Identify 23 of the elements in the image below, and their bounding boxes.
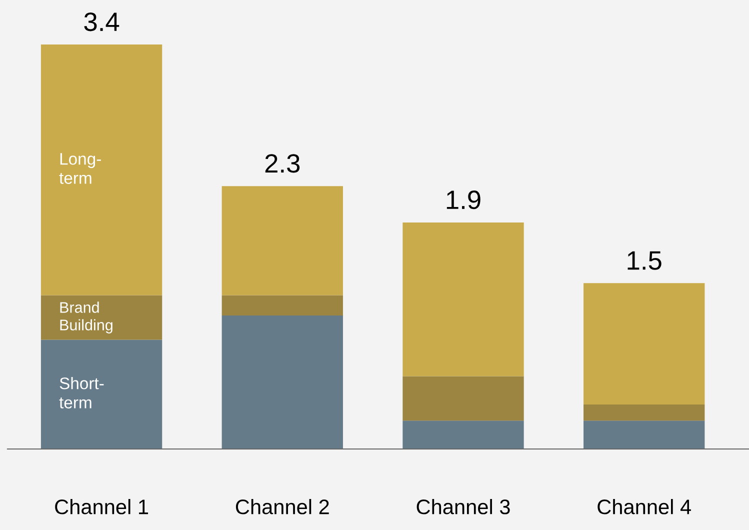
series-label: Short- term [59, 377, 104, 408]
bar [40, 295, 162, 340]
annotation: 2.3 [265, 154, 300, 173]
series-label: Long- term [59, 153, 101, 184]
bar [584, 283, 705, 405]
bar [402, 420, 524, 449]
annotation: 1.5 [628, 251, 662, 270]
annotation: 1.9 [446, 190, 480, 210]
series-label: Brand Building [60, 302, 112, 334]
x-tick-label: Channel 1 [55, 499, 148, 514]
bar [40, 340, 162, 449]
x-tick-label: Channel 4 [598, 499, 691, 514]
bar [584, 420, 705, 449]
x-tick-label: Channel 2 [236, 499, 329, 514]
annotation: 3.4 [84, 12, 120, 32]
bar [40, 44, 162, 296]
bar [222, 295, 343, 316]
bar [222, 316, 343, 449]
bar [584, 404, 705, 421]
bar [402, 222, 524, 376]
x-tick-label: Channel 3 [416, 499, 510, 514]
bar [222, 186, 343, 296]
bar [402, 376, 524, 421]
